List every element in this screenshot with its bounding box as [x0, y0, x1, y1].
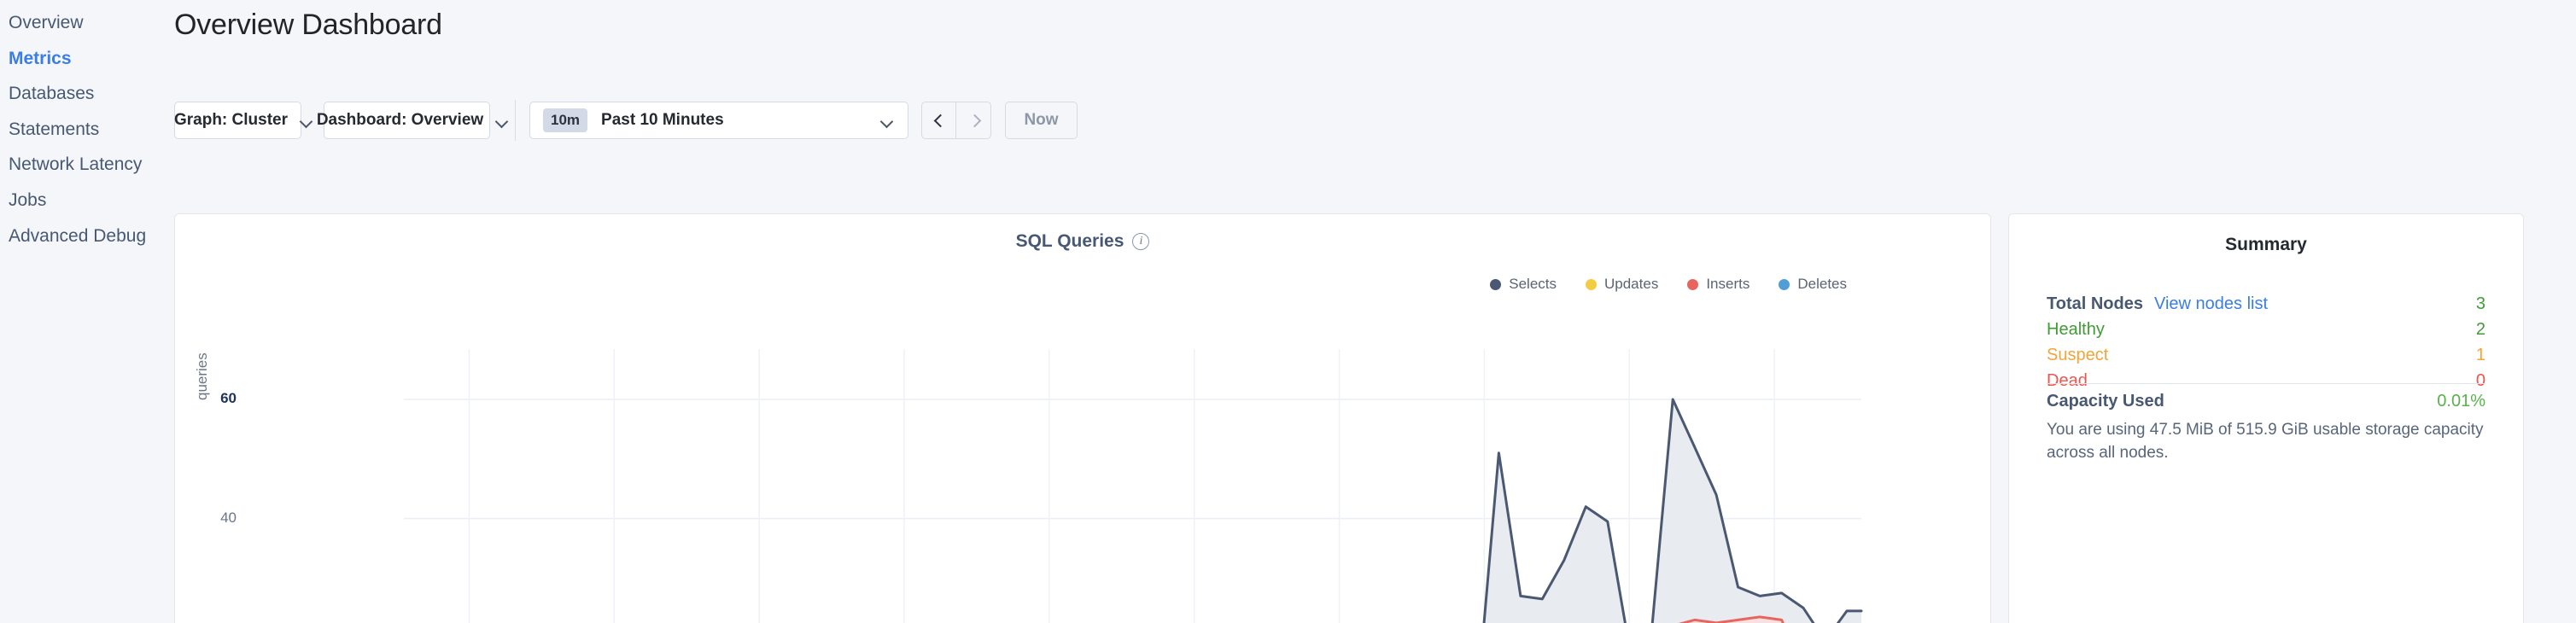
- node-status-label: Suspect: [2047, 346, 2109, 364]
- chart-legend: Selects Updates Inserts Deletes: [1490, 276, 1847, 293]
- time-range-label: Past 10 Minutes: [601, 111, 724, 129]
- sidebar-item-label: Overview: [9, 13, 84, 32]
- graph-select-dropdown[interactable]: Graph: Cluster: [174, 102, 301, 139]
- sidebar-item-statements[interactable]: Statements: [9, 119, 99, 140]
- graph-select-label: Graph: Cluster: [173, 111, 289, 129]
- y-axis-ticks: 0204060: [192, 214, 237, 623]
- capacity-label: Capacity Used: [2047, 392, 2164, 410]
- total-nodes-value: 3: [2475, 294, 2485, 313]
- now-button[interactable]: Now: [1005, 102, 1078, 139]
- node-status-label: Healthy: [2047, 320, 2105, 339]
- capacity-block: Capacity Used 0.01% You are using 47.5 M…: [2047, 392, 2485, 464]
- legend-item-deletes[interactable]: Deletes: [1779, 276, 1847, 293]
- legend-color-dot: [1490, 278, 1502, 290]
- area-fill-inserts: [1683, 616, 1784, 623]
- chart-svg: [404, 349, 1863, 623]
- legend-item-inserts[interactable]: Inserts: [1687, 276, 1749, 293]
- total-nodes-row: Total Nodes View nodes list 3: [2047, 291, 2485, 317]
- page-title: Overview Dashboard: [174, 9, 442, 41]
- legend-label: Selects: [1509, 276, 1557, 292]
- legend-item-updates[interactable]: Updates: [1586, 276, 1658, 293]
- sidebar-item-label: Databases: [9, 84, 95, 103]
- sidebar-item-label: Metrics: [9, 49, 72, 68]
- chart-title: SQL Queries i: [175, 231, 1990, 252]
- y-tick-40: 40: [220, 509, 237, 526]
- sidebar-item-label: Network Latency: [9, 154, 143, 174]
- nodes-summary-block: Total Nodes View nodes list 3 Healthy 2 Su…: [2047, 291, 2485, 393]
- time-range-dropdown[interactable]: 10m Past 10 Minutes: [529, 102, 908, 139]
- dashboard-select-label: Dashboard: Overview: [316, 111, 484, 129]
- legend-label: Inserts: [1706, 276, 1750, 292]
- node-status-value: 2: [2475, 320, 2485, 339]
- chevron-right-icon: [968, 113, 978, 128]
- series-line-selects: [1482, 398, 1863, 623]
- now-button-label: Now: [1024, 111, 1059, 129]
- node-status-label: Dead: [2047, 371, 2088, 390]
- sidebar-item-label: Advanced Debug: [9, 226, 147, 246]
- summary-title: Summary: [2225, 235, 2307, 254]
- node-status-row-suspect: Suspect 1: [2047, 342, 2485, 368]
- node-status-row-dead: Dead 0: [2047, 368, 2485, 393]
- chart-title-text: SQL Queries: [1015, 231, 1124, 251]
- legend-label: Updates: [1604, 276, 1659, 292]
- sidebar-item-network-latency[interactable]: Network Latency: [9, 154, 142, 175]
- dashboard-select-dropdown[interactable]: Dashboard: Overview: [317, 102, 490, 139]
- time-next-button[interactable]: [956, 102, 990, 138]
- capacity-value: 0.01%: [2437, 392, 2485, 410]
- total-nodes-label: Total Nodes: [2047, 294, 2143, 313]
- y-tick-60: 60: [220, 389, 237, 406]
- legend-color-dot: [1687, 278, 1699, 290]
- legend-color-dot: [1779, 278, 1790, 290]
- view-nodes-list-link[interactable]: View nodes list: [2153, 294, 2269, 313]
- series-line-inserts: [1678, 615, 1785, 623]
- node-status-value: 1: [2475, 346, 2485, 364]
- sidebar-item-metrics[interactable]: Metrics: [9, 48, 72, 69]
- summary-divider: [2047, 383, 2485, 384]
- time-range-badge: 10m: [543, 108, 588, 132]
- chart-plot-area: queries 0204060 16:3916:4016:4116:4216:4…: [175, 214, 1992, 623]
- capacity-description: You are using 47.5 MiB of 515.9 GiB usab…: [2047, 421, 2484, 462]
- sidebar-item-advanced-debug[interactable]: Advanced Debug: [9, 225, 146, 247]
- sql-queries-chart-card: SQL Queries i Selects Updates Inserts Delete…: [174, 213, 1991, 623]
- sidebar-item-jobs[interactable]: Jobs: [9, 189, 46, 211]
- legend-color-dot: [1586, 278, 1597, 290]
- info-circle-icon[interactable]: i: [1132, 233, 1150, 251]
- chevron-left-icon: [934, 113, 944, 128]
- sidebar-item-label: Statements: [9, 119, 100, 139]
- time-prev-button[interactable]: [922, 102, 957, 138]
- sidebar-item-overview[interactable]: Overview: [9, 12, 84, 33]
- node-status-row-healthy: Healthy 2: [2047, 317, 2485, 342]
- legend-label: Deletes: [1797, 276, 1847, 292]
- sidebar-item-databases[interactable]: Databases: [9, 83, 94, 104]
- area-fill-selects: [1484, 399, 1861, 623]
- time-nav-group: [921, 102, 991, 139]
- chevron-down-icon: [882, 117, 893, 124]
- node-status-value: 0: [2475, 371, 2485, 390]
- legend-item-selects[interactable]: Selects: [1490, 276, 1557, 293]
- capacity-header: Capacity Used 0.01%: [2047, 392, 2485, 411]
- toolbar-divider: [515, 100, 516, 141]
- summary-card: Summary Total Nodes View nodes list 3 He…: [2008, 213, 2524, 623]
- sidebar-item-label: Jobs: [9, 190, 47, 210]
- node-status-rows: Healthy 2 Suspect 1 Dead 0: [2047, 317, 2485, 393]
